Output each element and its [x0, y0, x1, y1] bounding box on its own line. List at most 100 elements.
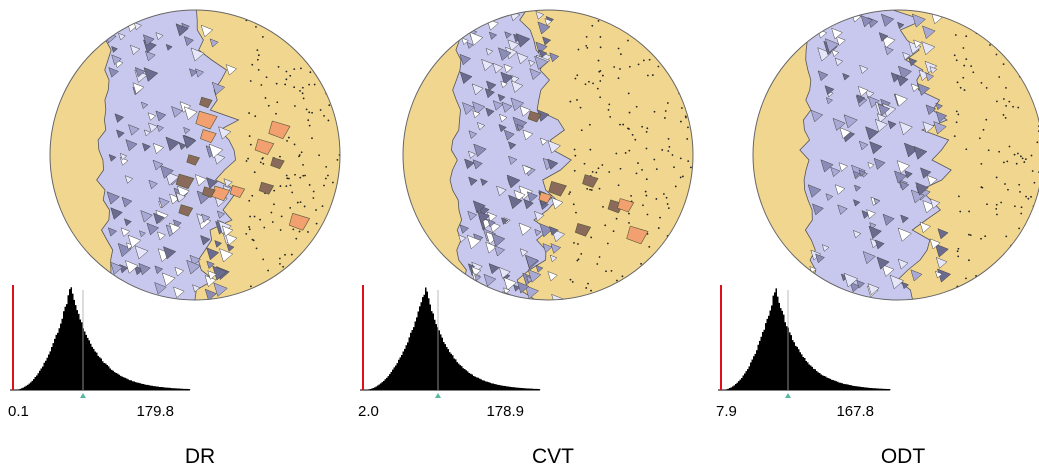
point — [298, 230, 301, 233]
point — [616, 279, 618, 282]
outlier-tet — [201, 186, 216, 198]
point — [267, 104, 270, 107]
outlier-tet — [254, 138, 275, 155]
mesh-facet — [897, 227, 912, 242]
point — [598, 187, 601, 190]
point — [302, 174, 305, 177]
mesh-facet — [130, 297, 143, 300]
point — [327, 119, 330, 122]
point — [323, 114, 325, 117]
point — [590, 189, 593, 191]
point — [300, 151, 303, 154]
point — [648, 58, 651, 61]
mesh-facet — [861, 210, 871, 219]
point — [599, 96, 602, 99]
outlier-tet — [626, 225, 649, 245]
point — [569, 100, 572, 103]
point — [985, 118, 988, 121]
mesh-facet — [887, 120, 897, 130]
point — [1016, 152, 1019, 155]
mesh-facet — [114, 113, 125, 123]
point — [604, 224, 607, 227]
mesh-facet — [935, 102, 943, 111]
sphere-outline — [402, 9, 694, 301]
mesh-facet — [547, 140, 561, 154]
point — [299, 176, 302, 179]
mesh-facet — [207, 270, 217, 280]
mesh-facet — [493, 245, 506, 257]
mesh-facet — [929, 66, 938, 74]
mesh-facet — [812, 203, 824, 216]
mesh-facet — [551, 293, 565, 300]
point — [308, 184, 311, 186]
mesh-facet — [902, 51, 911, 61]
point — [628, 65, 631, 68]
point — [289, 74, 292, 77]
point — [662, 193, 665, 195]
mesh-facet — [542, 243, 553, 254]
point — [315, 209, 317, 211]
mesh-facet — [884, 45, 894, 56]
point — [1013, 205, 1016, 208]
point — [293, 143, 296, 146]
mesh-facet — [145, 50, 156, 62]
mesh-facet — [857, 85, 869, 97]
point — [1006, 160, 1009, 163]
panel: 2.0 178.9 CVT — [358, 9, 694, 466]
point — [596, 263, 599, 265]
mesh-facet — [852, 170, 861, 179]
max-label: 178.9 — [486, 403, 524, 420]
point — [302, 163, 304, 166]
point — [998, 76, 1001, 78]
point — [279, 229, 282, 231]
mesh-facet — [107, 227, 118, 237]
point — [1017, 106, 1020, 109]
point — [646, 127, 649, 130]
point — [984, 235, 987, 238]
mesh-facet — [544, 18, 553, 26]
point — [666, 102, 669, 104]
mesh-facet — [498, 267, 511, 279]
point — [972, 71, 975, 74]
mesh-facet — [852, 199, 861, 207]
point — [1033, 181, 1036, 184]
point — [580, 253, 583, 255]
point — [301, 92, 304, 95]
point — [665, 196, 668, 199]
mesh-facet — [464, 158, 475, 170]
point — [644, 190, 647, 193]
point — [968, 210, 971, 213]
mesh-facet — [123, 218, 132, 227]
point — [590, 289, 592, 292]
mesh-facet — [182, 134, 197, 149]
mesh-facet — [467, 210, 478, 221]
point — [285, 70, 288, 73]
mesh-facet — [118, 32, 126, 41]
point — [251, 238, 254, 241]
point — [284, 83, 287, 86]
mesh-facet — [917, 83, 931, 96]
point — [1019, 190, 1021, 193]
point — [627, 92, 630, 95]
point — [615, 152, 618, 155]
point — [247, 157, 249, 160]
point — [294, 105, 296, 107]
mesh-facet — [462, 102, 475, 115]
mesh-facet — [485, 80, 497, 92]
point — [617, 184, 620, 187]
mesh-facet — [896, 74, 909, 87]
mesh-facet — [194, 174, 208, 187]
mesh-facet — [876, 256, 890, 270]
point — [569, 278, 572, 281]
mesh-facet — [831, 27, 843, 40]
mesh-facet — [500, 71, 514, 85]
mesh-facet — [878, 32, 889, 42]
outlier-tet — [258, 181, 275, 195]
point — [590, 236, 593, 239]
point — [336, 158, 339, 161]
point — [601, 164, 604, 166]
point — [679, 157, 682, 160]
mesh-facet — [134, 245, 149, 260]
mesh-facet — [111, 286, 120, 294]
mesh-facet — [807, 184, 822, 198]
